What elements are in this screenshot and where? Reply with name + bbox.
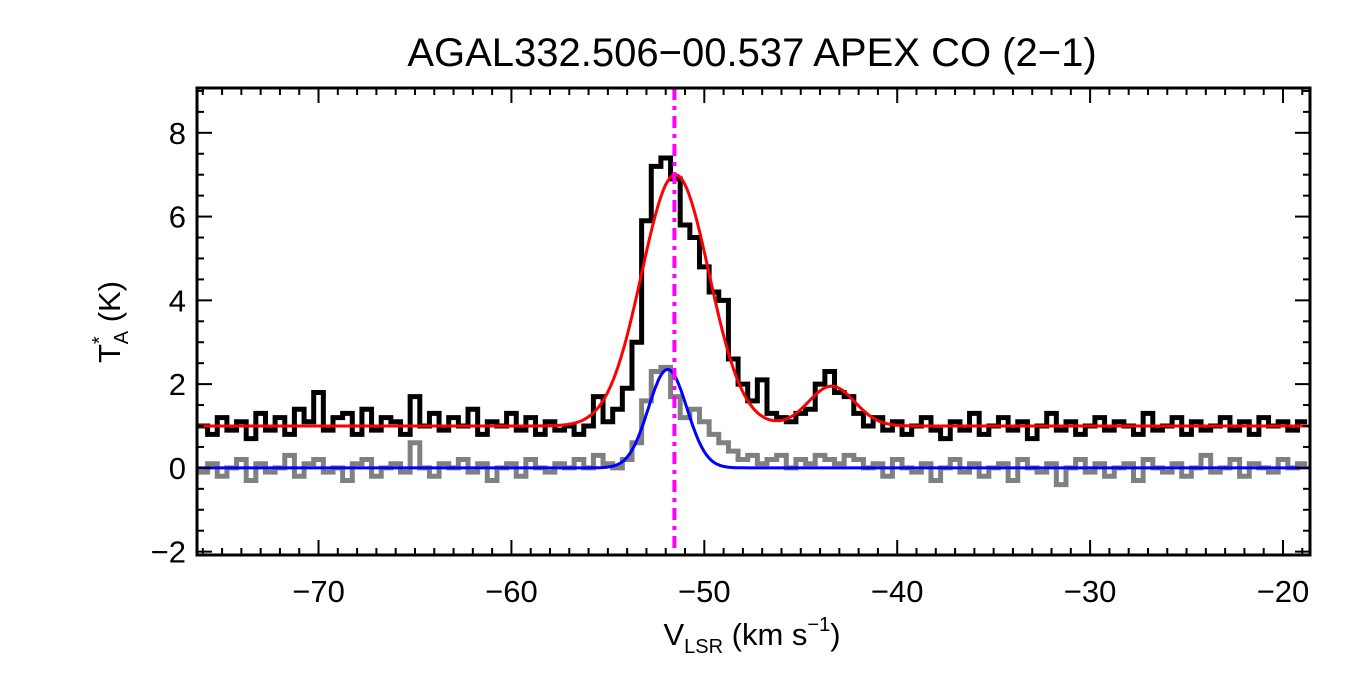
- x-axis-label: VLSR (km s−1): [663, 614, 840, 658]
- y-tick-label: 8: [169, 116, 186, 151]
- chart-title: AGAL332.506−00.537 APEX CO (2−1): [407, 31, 1096, 75]
- fit-curve-red: [197, 173, 1310, 428]
- y-tick-label: 2: [169, 367, 186, 402]
- x-tick-label: −20: [1257, 574, 1310, 609]
- y-tick-label: 0: [169, 451, 186, 486]
- x-tick-label: −40: [871, 574, 924, 609]
- x-tick-label: −70: [292, 574, 345, 609]
- fit-curve-blue: [197, 367, 1310, 470]
- plot-area: [197, 88, 1310, 555]
- x-tick-label: −30: [1064, 574, 1117, 609]
- y-tick-label: 6: [169, 200, 186, 235]
- y-axis-label: T*A (K): [89, 281, 133, 363]
- x-tick-label: −50: [678, 574, 731, 609]
- x-tick-label: −60: [485, 574, 538, 609]
- spectrum-co-black: [197, 155, 1308, 442]
- y-tick-label: −2: [151, 535, 186, 570]
- plot-frame: [195, 86, 1312, 557]
- y-tick-label: 4: [169, 283, 186, 318]
